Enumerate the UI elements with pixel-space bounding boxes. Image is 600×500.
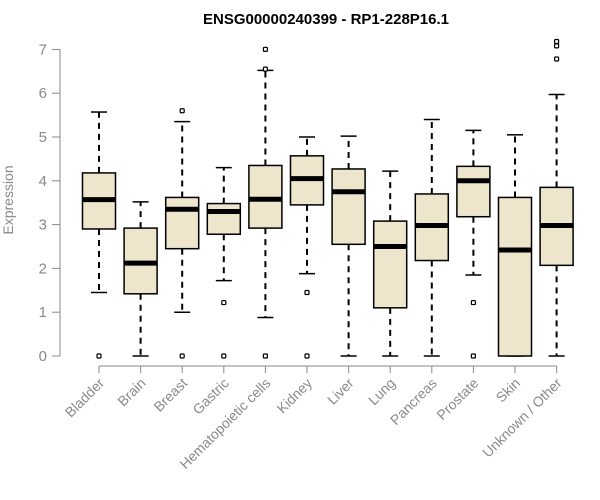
y-tick-label: 5 [39, 129, 47, 146]
x-tick-label: Breast [150, 375, 190, 415]
y-tick-label: 7 [39, 41, 47, 58]
outlier-point [179, 353, 185, 359]
outlier-point [553, 43, 560, 49]
box-iqr [206, 202, 242, 235]
outlier-point [262, 353, 268, 359]
box-iqr [497, 196, 533, 357]
outlier-point [221, 353, 227, 359]
y-tick-label: 3 [39, 217, 47, 234]
outlier-point [304, 353, 310, 359]
outlier-point [221, 299, 227, 306]
chart-title: ENSG00000240399 - RP1-228P16.1 [203, 11, 449, 28]
x-tick-label: Brain [114, 375, 148, 409]
box-pancreas [414, 118, 450, 357]
box-lung [372, 170, 408, 357]
outlier-point [262, 66, 268, 72]
outlier-point [470, 299, 476, 306]
x-tick-label: Lung [365, 375, 398, 408]
x-tick-label: Bladder [62, 375, 108, 421]
box-skin [497, 134, 533, 357]
y-axis: 0 1 2 3 4 5 6 7 [39, 41, 61, 365]
box-iqr [456, 165, 491, 218]
outlier-point [304, 289, 310, 296]
x-tick-label: Kidney [274, 375, 316, 417]
box-brain [123, 201, 158, 357]
box-iqr [331, 168, 366, 246]
y-axis-label: Expression [0, 165, 16, 234]
outlier-point [179, 108, 185, 114]
outlier-point [96, 353, 102, 359]
box-bladder [81, 111, 117, 359]
box-breast [164, 108, 200, 359]
y-tick-label: 4 [39, 173, 47, 190]
outlier-point [553, 38, 560, 45]
y-tick-label: 6 [39, 85, 47, 102]
x-tick-label: Prostate [433, 375, 481, 423]
box-iqr [372, 220, 408, 309]
y-tick-label: 0 [39, 348, 47, 365]
outlier-point [470, 353, 476, 359]
outlier-point [262, 46, 268, 53]
box-liver [331, 135, 366, 357]
box-group [81, 38, 574, 359]
box-gastric [206, 166, 242, 359]
y-tick-label: 2 [39, 260, 47, 277]
box-kidney [289, 136, 325, 359]
box-iqr [164, 196, 200, 250]
outlier-point [553, 56, 560, 62]
x-tick-label: Liver [324, 375, 357, 408]
box-hematopoietic-cells [248, 46, 283, 359]
x-tick-label: Skin [493, 375, 524, 406]
box-prostate [456, 129, 491, 359]
box-unknown-other [539, 38, 574, 357]
x-tick-label: Unknown / Other [479, 375, 565, 461]
y-tick-label: 1 [39, 304, 47, 321]
